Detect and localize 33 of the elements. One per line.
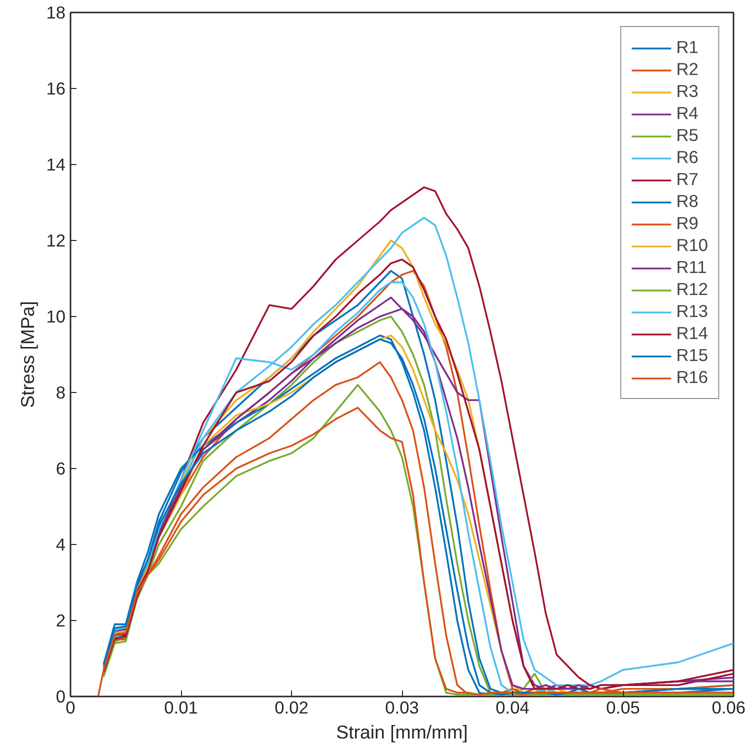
y-tick-label: 2 [56,610,66,630]
x-tick-label: 0.06 [712,698,746,718]
x-tick-label: 0.01 [164,698,198,718]
y-axis-title: Stress [MPa] [17,301,38,408]
legend-label: R12 [676,279,708,300]
y-tick-label: 18 [46,2,66,22]
legend-label: R7 [676,169,698,190]
legend-label: R6 [676,147,698,168]
legend-label: R14 [676,323,708,344]
legend-label: R15 [676,345,708,366]
legend-label: R9 [676,213,698,234]
legend-label: R10 [676,235,708,256]
legend-label: R5 [676,125,698,146]
y-tick-label: 8 [56,382,66,402]
y-tick-label: 6 [56,458,66,478]
x-tick-label: 0.03 [385,698,419,718]
y-tick-label: 4 [56,534,66,554]
legend-label: R8 [676,191,698,212]
legend-label: R16 [676,367,708,388]
x-axis-title: Strain [mm/mm] [336,722,468,742]
y-tick-label: 10 [46,306,66,326]
legend-label: R13 [676,301,708,322]
legend-label: R1 [676,37,698,58]
legend-label: R2 [676,59,698,80]
legend-label: R3 [676,81,698,102]
y-tick-label: 14 [46,154,66,174]
x-tick-label: 0.04 [496,698,530,718]
legend-label: R4 [676,103,698,124]
y-tick-label: 12 [46,230,66,250]
x-tick-label: 0.05 [606,698,640,718]
x-tick-label: 0.02 [274,698,308,718]
legend-label: R11 [676,257,707,278]
y-tick-label: 16 [46,78,66,98]
